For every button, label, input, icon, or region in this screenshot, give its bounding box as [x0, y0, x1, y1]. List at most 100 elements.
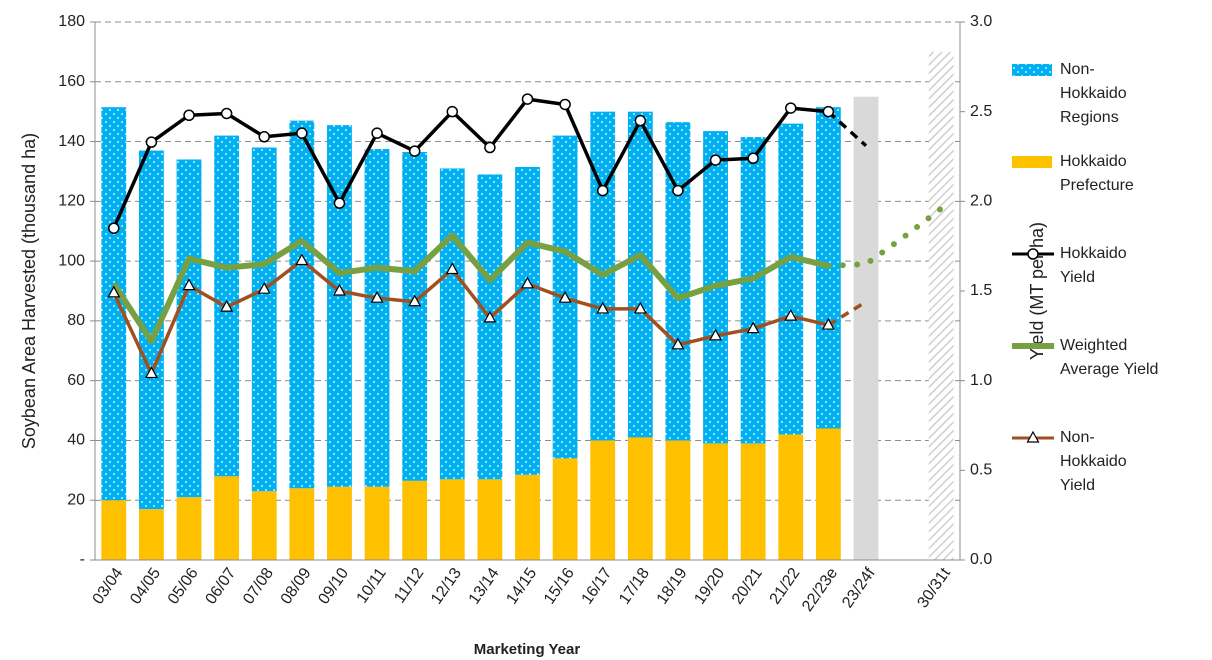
legend-swatch — [1012, 343, 1054, 349]
marker — [370, 290, 384, 303]
x-tick-label: 04/05 — [127, 565, 164, 608]
x-tick-label: 18/19 — [654, 565, 691, 608]
marker — [332, 283, 346, 296]
bar — [214, 476, 240, 560]
marker — [182, 278, 196, 291]
legend-swatch — [1012, 430, 1054, 443]
legend-item: Hokkaido Yield — [1008, 242, 1208, 334]
marker — [709, 154, 722, 166]
x-tick-label: 10/11 — [354, 565, 390, 607]
forecast-line — [825, 205, 945, 269]
bar — [251, 147, 277, 492]
legend-item: Weighted Average Yield — [1008, 334, 1208, 426]
marker — [671, 337, 685, 350]
marker — [520, 276, 535, 289]
marker — [258, 131, 270, 143]
marker — [220, 107, 233, 120]
y2-tick-label: 1.0 — [970, 372, 992, 389]
bar — [590, 440, 616, 560]
marker — [408, 294, 422, 307]
line — [111, 232, 830, 345]
y-tick-label: 180 — [58, 13, 85, 30]
bar — [439, 479, 465, 560]
marker — [558, 290, 572, 303]
y-tick-label: 160 — [58, 73, 85, 90]
bar — [477, 479, 503, 560]
bar — [289, 488, 315, 560]
legend-label: Hokkaido Yield — [1060, 245, 1127, 286]
bar — [740, 443, 766, 560]
marker — [672, 184, 684, 197]
marker — [183, 109, 195, 122]
marker — [295, 253, 309, 266]
y2-tick-label: 0.5 — [970, 462, 992, 479]
marker — [784, 308, 798, 321]
bar — [402, 480, 428, 560]
x-tick-label: 11/12 — [391, 565, 427, 607]
y-tick-label: 120 — [58, 193, 85, 210]
y-tick-label: 20 — [67, 491, 85, 508]
legend-label: Weighted Average Yield — [1060, 337, 1159, 378]
line — [112, 97, 829, 229]
forecast-line — [827, 110, 868, 148]
bar — [139, 509, 164, 560]
bar — [552, 458, 578, 560]
bar — [627, 111, 653, 438]
x-tick-label: 06/07 — [202, 565, 239, 608]
bar — [176, 159, 202, 498]
marker — [408, 145, 421, 157]
marker — [220, 299, 234, 312]
y-tick-label: 40 — [67, 432, 85, 449]
bar — [101, 500, 127, 560]
x-tick-label: 21/22 — [767, 565, 804, 608]
marker — [257, 281, 271, 294]
forecast-line — [827, 300, 867, 327]
swatch-marker — [1027, 248, 1039, 260]
legend-swatch — [1012, 248, 1054, 260]
bar — [101, 107, 127, 501]
y2-tick-label: 2.0 — [970, 193, 992, 210]
bar — [515, 166, 540, 475]
bar — [665, 440, 691, 560]
legend-item: Non-Hokkaido Yield — [1008, 426, 1208, 518]
bar — [778, 434, 804, 560]
y-tick-label: - — [80, 551, 85, 568]
bar — [665, 122, 691, 441]
x-tick-label: 15/16 — [541, 565, 578, 608]
marker — [484, 141, 496, 154]
marker — [333, 197, 346, 209]
bar — [778, 123, 804, 435]
y-axis-label: Soybean Area Harvested (thousand ha) — [19, 133, 39, 449]
x-tick-label: 12/13 — [428, 565, 465, 608]
legend-label: Non-Hokkaido Regions — [1060, 61, 1127, 126]
bar — [176, 497, 202, 560]
marker — [107, 285, 121, 298]
bar — [515, 474, 540, 560]
legend-swatch — [1012, 156, 1052, 168]
marker — [446, 105, 459, 118]
bar — [364, 486, 390, 560]
marker — [821, 317, 835, 330]
bar — [477, 174, 503, 480]
legend-item: Hokkaido Prefecture — [1008, 150, 1208, 242]
bar — [251, 491, 277, 560]
x-axis-label: Marketing Year — [474, 641, 581, 658]
legend: Non-Hokkaido Regions Hokkaido Prefecture H… — [1008, 58, 1208, 518]
swatch — [1012, 156, 1052, 168]
x-tick-label: 30/31t — [914, 565, 954, 612]
legend-item: Non-Hokkaido Regions — [1008, 58, 1208, 150]
legend-swatch — [1012, 64, 1052, 76]
marker — [785, 102, 797, 114]
marker — [596, 184, 609, 197]
line — [112, 258, 829, 376]
bar — [627, 437, 653, 560]
x-tick-label: 22/23e — [799, 565, 841, 615]
marker — [108, 222, 120, 234]
bar — [327, 486, 352, 560]
bar — [364, 149, 390, 487]
marker — [483, 310, 497, 323]
y-tick-label: 140 — [58, 133, 85, 150]
y2-tick-label: 0.0 — [970, 551, 992, 568]
